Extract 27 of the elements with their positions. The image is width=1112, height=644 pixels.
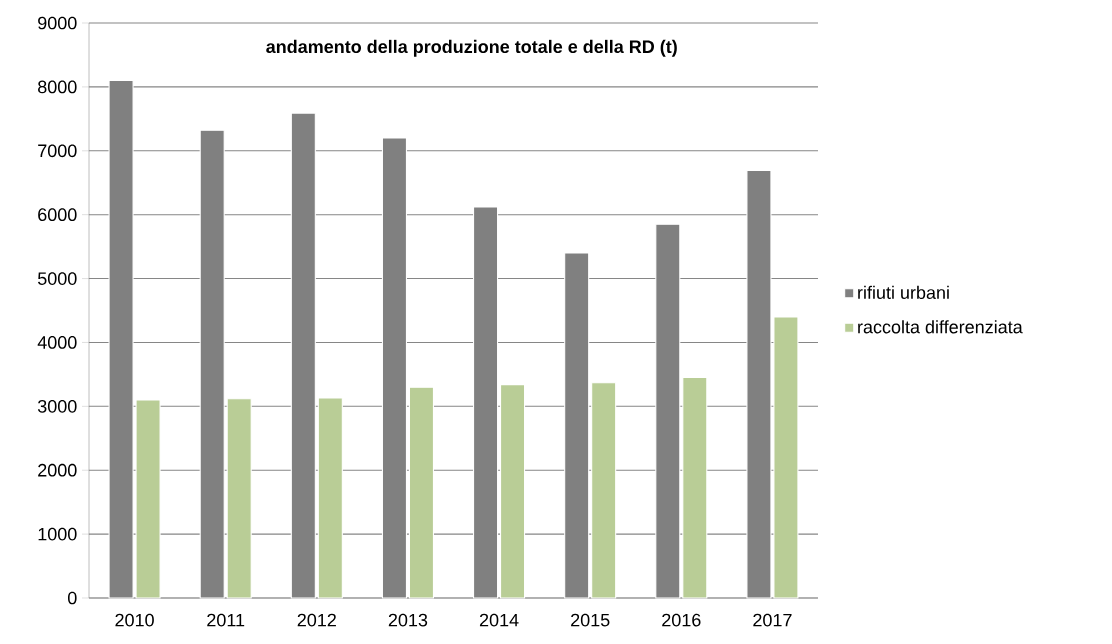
x-tick-label: 2015 — [571, 613, 610, 627]
y-tick-label: 9000 — [38, 16, 77, 30]
y-tick-label: 0 — [68, 591, 77, 605]
y-tick-label: 3000 — [37, 399, 77, 413]
x-tick-label: 2016 — [662, 613, 701, 627]
text: andamento della produzione totale e della RD (t) — [266, 39, 677, 57]
bar — [591, 382, 617, 599]
y-tick-label: 8000 — [38, 80, 77, 94]
legend-label: rifiuti urbani — [858, 285, 949, 299]
x-tick-label: 2013 — [388, 613, 428, 627]
y-tick-label: 6000 — [38, 208, 77, 222]
y-tick-label: 4000 — [37, 336, 77, 349]
y-tick-label: 5000 — [37, 272, 77, 285]
bar — [682, 377, 708, 599]
x-tick-label: 2011 — [207, 613, 245, 627]
bar — [317, 397, 343, 599]
legend-label: raccolta differenziata — [858, 320, 1023, 334]
x-tick-label: 2017 — [753, 613, 792, 627]
y-tick-label: 2000 — [38, 463, 77, 477]
bar — [226, 398, 252, 599]
bar — [408, 386, 434, 599]
y-tick-label: 7000 — [38, 144, 77, 158]
x-tick-label: 2014 — [479, 613, 519, 627]
y-tick-label: 1000 — [38, 527, 77, 541]
x-tick-label: 2012 — [297, 613, 336, 627]
x-tick-label: 2010 — [115, 613, 154, 627]
bar — [500, 384, 526, 599]
